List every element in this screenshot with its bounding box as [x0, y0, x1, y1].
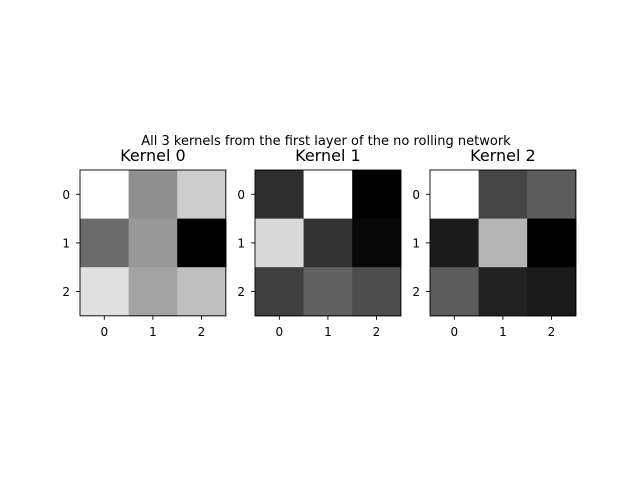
- heatmap-cell: [177, 170, 227, 220]
- x-tick-label: 1: [149, 325, 157, 339]
- heatmap-cell: [430, 218, 480, 268]
- heatmap-cell: [430, 267, 480, 317]
- heatmap-cell: [303, 170, 353, 220]
- heatmap-cell: [527, 267, 577, 317]
- x-tick-label: 0: [450, 325, 458, 339]
- heatmap-cell: [478, 170, 528, 220]
- y-tick-label: 1: [62, 236, 70, 250]
- heatmap-cell: [80, 170, 130, 220]
- heatmap-cell: [80, 267, 130, 317]
- x-tick-label: 1: [324, 325, 332, 339]
- heatmap-cell: [527, 218, 577, 268]
- kernel-panel: Kernel 0 0 1 2 0 1 2: [62, 146, 227, 339]
- heatmap-cell: [255, 267, 305, 317]
- heatmap-cell: [177, 218, 227, 268]
- heatmap-cell: [352, 170, 402, 220]
- heatmap-cell: [478, 267, 528, 317]
- heatmap-cell: [128, 267, 178, 317]
- heatmap-cell: [128, 170, 178, 220]
- x-tick-label: 0: [275, 325, 283, 339]
- figure-suptitle: All 3 kernels from the first layer of th…: [141, 134, 511, 149]
- kernel-panel: Kernel 1 0 1 2 0 1 2: [237, 146, 402, 339]
- x-tick-label: 1: [499, 325, 507, 339]
- y-tick-label: 2: [412, 285, 420, 299]
- x-tick-label: 2: [198, 325, 206, 339]
- heatmap-cell: [255, 218, 305, 268]
- heatmap-cell: [128, 218, 178, 268]
- y-tick-label: 1: [237, 236, 245, 250]
- y-tick-label: 0: [62, 188, 70, 202]
- heatmap-cell: [255, 170, 305, 220]
- heatmap-cell: [352, 267, 402, 317]
- heatmap-cell: [430, 170, 480, 220]
- x-tick-label: 0: [100, 325, 108, 339]
- kernel-panels: Kernel 0 0 1 2 0 1 2 Kernel 1 0 1 2 0 1 2 Kernel 2 0 1 2 0…: [62, 146, 577, 339]
- y-tick-label: 0: [237, 188, 245, 202]
- heatmap-cell: [177, 267, 227, 317]
- heatmap-cell: [352, 218, 402, 268]
- y-tick-label: 2: [237, 285, 245, 299]
- y-tick-label: 0: [412, 188, 420, 202]
- heatmap-cell: [303, 267, 353, 317]
- panel-title: Kernel 0: [120, 146, 186, 165]
- y-tick-label: 1: [412, 236, 420, 250]
- x-tick-label: 2: [373, 325, 381, 339]
- panel-title: Kernel 1: [295, 146, 361, 165]
- heatmap-cell: [527, 170, 577, 220]
- kernel-panel: Kernel 2 0 1 2 0 1 2: [412, 146, 577, 339]
- heatmap-cell: [303, 218, 353, 268]
- panel-title: Kernel 2: [470, 146, 536, 165]
- heatmap-cell: [478, 218, 528, 268]
- y-tick-label: 2: [62, 285, 70, 299]
- x-tick-label: 2: [548, 325, 556, 339]
- heatmap-cell: [80, 218, 130, 268]
